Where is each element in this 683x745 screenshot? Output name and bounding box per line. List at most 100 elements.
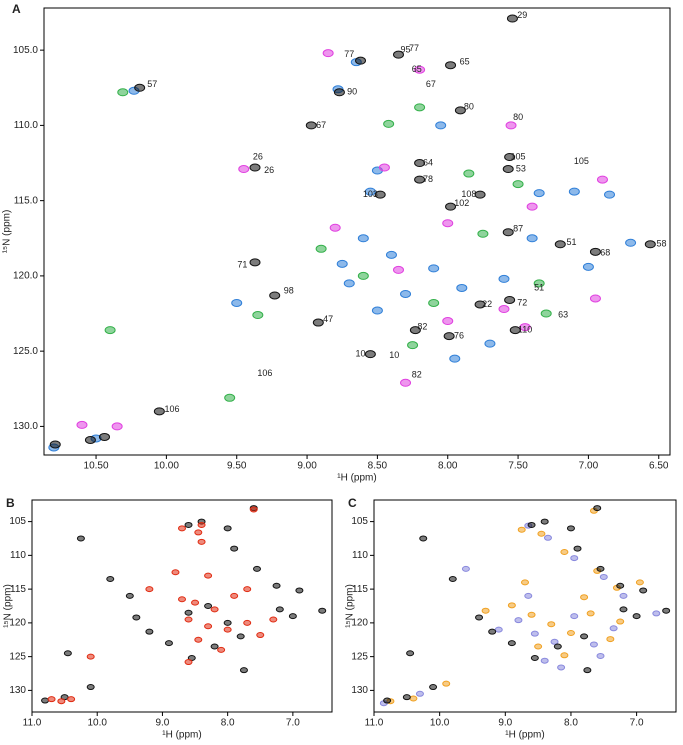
peak	[504, 153, 516, 161]
peak-label: 76	[454, 330, 464, 340]
peak	[547, 621, 556, 628]
peak	[534, 643, 543, 650]
peak	[204, 572, 213, 579]
panel-label: A	[12, 2, 21, 16]
peak	[106, 575, 115, 582]
x-tick-label: 7.00	[579, 461, 599, 472]
peak	[599, 573, 608, 580]
peak	[238, 165, 250, 174]
peak	[524, 592, 533, 599]
peak-label: 80	[464, 102, 474, 112]
x-tick-label: 6.50	[649, 461, 669, 472]
peak	[619, 592, 628, 599]
peak	[184, 659, 193, 666]
peak-label: 77	[344, 49, 354, 59]
y-tick-label: 120	[9, 618, 26, 629]
peak	[527, 611, 536, 618]
peak	[272, 582, 281, 589]
peak	[194, 529, 203, 536]
x-tick-label: 9.50	[227, 461, 247, 472]
peak-label: 82	[412, 370, 422, 380]
peak	[343, 279, 355, 288]
peak	[230, 592, 239, 599]
peak-label: 64	[423, 157, 433, 167]
peak-label: 22	[482, 299, 492, 309]
peak	[553, 643, 562, 650]
peak-label: 108	[461, 189, 476, 199]
peak	[428, 264, 440, 273]
peak	[256, 632, 265, 639]
peak	[400, 378, 412, 387]
peak	[560, 652, 569, 659]
peak-label: 106	[257, 368, 272, 378]
y-tick-label: 125.0	[13, 346, 38, 357]
peak	[392, 50, 404, 59]
peak	[47, 696, 56, 703]
peak	[566, 525, 575, 532]
peak	[568, 187, 580, 196]
peak	[593, 505, 602, 512]
y-tick-label: 110	[352, 550, 368, 561]
peak-label: 10	[356, 349, 366, 359]
x-axis-label: ¹H (ppm)	[337, 473, 376, 484]
peak	[652, 610, 661, 617]
peak	[596, 652, 605, 659]
peak-label: 26	[264, 165, 274, 175]
peak-label: 105	[511, 151, 526, 161]
peak-label: 82	[417, 321, 427, 331]
peak-label: 51	[567, 237, 577, 247]
peak	[249, 258, 261, 267]
peak	[76, 535, 85, 542]
peak	[596, 175, 608, 184]
peak	[445, 61, 457, 70]
peak	[132, 614, 141, 621]
x-tick-label: 9.0	[155, 718, 169, 729]
x-tick-label: 7.0	[630, 718, 644, 729]
peak	[295, 587, 304, 594]
y-tick-label: 130	[9, 685, 26, 696]
peak	[217, 646, 226, 653]
peak-label: 80	[513, 112, 523, 122]
peak	[589, 247, 601, 256]
peak-label: 72	[517, 297, 527, 307]
peak	[76, 420, 88, 429]
peak	[484, 339, 496, 348]
peak-label: 65	[460, 57, 470, 67]
peak	[84, 435, 96, 444]
x-tick-label: 11.0	[23, 718, 42, 729]
peak-label: 78	[423, 174, 433, 184]
peak	[409, 326, 421, 335]
peak	[596, 565, 605, 572]
peak	[507, 640, 516, 647]
peak	[443, 332, 455, 341]
peak	[498, 274, 510, 283]
peak	[145, 586, 154, 593]
peak	[644, 240, 656, 249]
peak	[554, 240, 566, 249]
peak	[402, 694, 411, 701]
peak	[414, 175, 426, 184]
peak	[589, 641, 598, 648]
peak	[364, 350, 376, 359]
x-tick-label: 9.0	[498, 718, 512, 729]
peak	[231, 298, 243, 307]
peak	[57, 698, 66, 705]
peak	[230, 545, 239, 552]
y-tick-label: 110.0	[14, 120, 39, 131]
peak	[111, 422, 123, 431]
peak	[540, 657, 549, 664]
peak	[540, 518, 549, 525]
peak	[504, 295, 516, 304]
peak	[400, 289, 412, 298]
peak	[560, 548, 569, 555]
peak	[378, 163, 390, 172]
peak	[104, 326, 116, 335]
peak	[414, 65, 426, 74]
y-tick-label: 105	[351, 516, 368, 527]
x-tick-label: 8.0	[221, 718, 235, 729]
peak-label: 105	[574, 156, 589, 166]
peak	[625, 238, 637, 247]
peak	[86, 653, 95, 660]
peak-label: 10	[389, 350, 399, 360]
